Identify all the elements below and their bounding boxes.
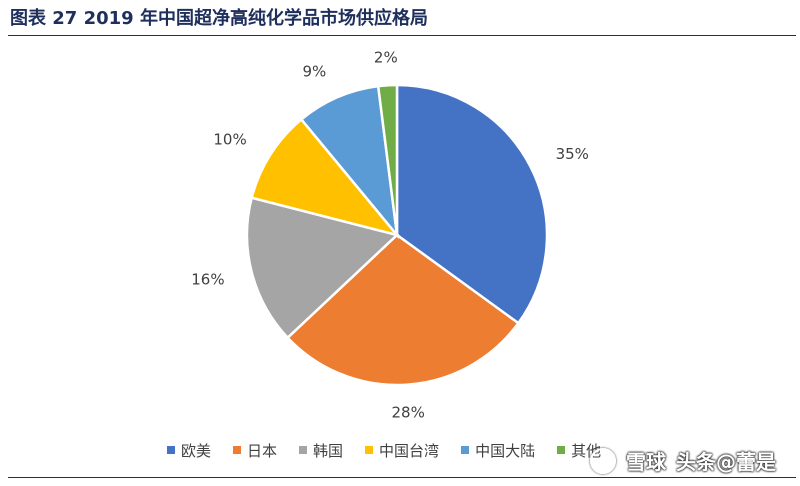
pie-slice-2: [245, 196, 400, 340]
pie-slice-1: [285, 233, 521, 387]
legend-swatch-1: [233, 446, 242, 454]
legend-item-2: 韩国: [299, 440, 343, 461]
legend-swatch-4: [461, 446, 470, 454]
chart-legend: 欧美 日本 韩国 中国台湾 中国大陆 其他: [167, 438, 601, 462]
watermark-logo-text: 雪球: [626, 450, 666, 474]
data-label-4: 9%: [303, 63, 327, 81]
legend-label-3: 中国台湾: [379, 441, 440, 460]
data-label-5: 2%: [374, 48, 398, 66]
pie-slice-4: [299, 84, 399, 240]
data-label-2: 16%: [191, 270, 224, 288]
page-title: 图表 27 2019 年中国超净高纯化学品市场供应格局: [10, 8, 428, 29]
data-label-3: 10%: [213, 131, 246, 149]
title-divider: [8, 35, 796, 36]
data-label-1: 28%: [392, 404, 425, 422]
legend-label-4: 中国大陆: [475, 441, 536, 460]
pie-slice-5: [376, 83, 399, 236]
legend-label-1: 日本: [247, 441, 278, 460]
watermark: 雪球 头条@蕾是: [590, 446, 776, 475]
data-label-0: 35%: [556, 145, 589, 163]
legend-item-1: 日本: [233, 440, 277, 461]
legend-label-0: 欧美: [181, 441, 212, 460]
bottom-divider: [8, 477, 796, 478]
legend-item-0: 欧美: [167, 440, 211, 461]
legend-item-4: 中国大陆: [461, 440, 535, 461]
pie-slice-3: [250, 117, 401, 238]
legend-item-3: 中国台湾: [365, 440, 439, 461]
legend-label-2: 韩国: [313, 441, 344, 460]
legend-swatch-3: [365, 446, 374, 454]
legend-swatch-5: [557, 446, 566, 454]
pie-slice-0: [395, 83, 549, 325]
legend-swatch-2: [299, 446, 308, 454]
watermark-text: 头条@蕾是: [676, 450, 776, 474]
snowball-logo-icon: [590, 447, 616, 474]
legend-swatch-0: [167, 446, 175, 454]
pie-chart: 35% 28% 16% 10% 9% 2%: [191, 48, 589, 422]
